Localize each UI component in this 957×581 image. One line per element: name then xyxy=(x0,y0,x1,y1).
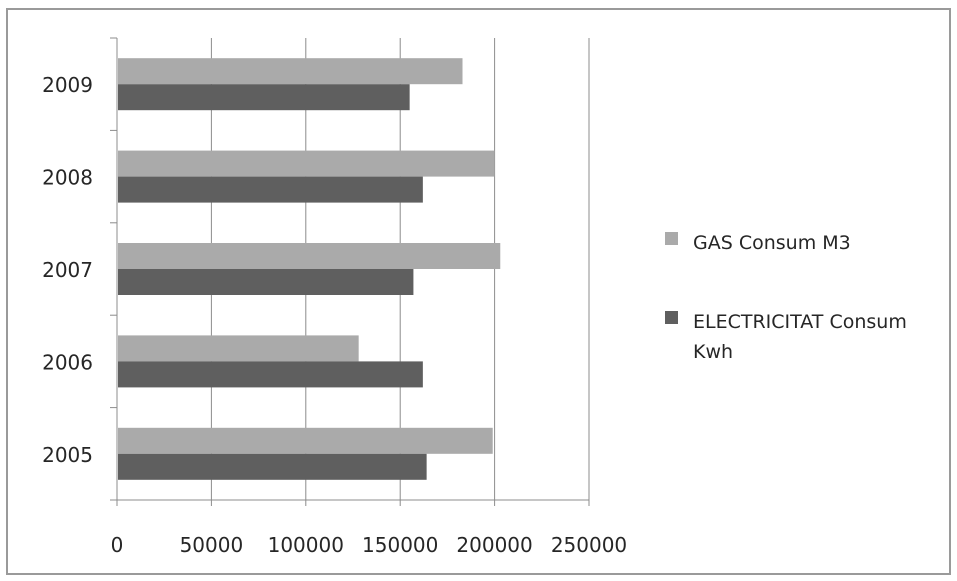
bar xyxy=(118,269,414,295)
x-tick-label: 100000 xyxy=(268,533,344,557)
x-tick-label: 150000 xyxy=(362,533,438,557)
x-tick-label: 50000 xyxy=(180,533,244,557)
bar xyxy=(118,361,423,388)
axes xyxy=(110,37,590,506)
bar xyxy=(118,84,410,111)
bar xyxy=(118,58,463,85)
legend-label: GAS Consum M3 xyxy=(693,232,851,254)
y-category-label: 2008 xyxy=(42,166,93,190)
x-tick-label: 0 xyxy=(111,533,124,557)
x-tick-label: 250000 xyxy=(551,533,627,557)
y-category-label: 2005 xyxy=(42,443,93,467)
legend-label: ELECTRICITAT Consum xyxy=(693,311,907,333)
legend: GAS Consum M3 ELECTRICITAT Consum Kwh xyxy=(665,232,907,363)
bar xyxy=(118,243,501,269)
legend-label: Kwh xyxy=(693,341,733,363)
legend-swatch xyxy=(665,232,678,245)
bar xyxy=(118,453,427,480)
y-category-labels: 2005 2006 2007 2008 2009 xyxy=(42,73,93,467)
bar xyxy=(118,427,493,454)
bar xyxy=(118,150,495,177)
bar xyxy=(118,176,423,203)
bar xyxy=(118,335,359,362)
y-category-label: 2007 xyxy=(42,258,93,282)
y-category-label: 2009 xyxy=(42,73,93,97)
y-category-label: 2006 xyxy=(42,350,93,374)
x-tick-labels: 0 50000 100000 150000 200000 250000 xyxy=(111,533,628,557)
x-tick-label: 200000 xyxy=(456,533,532,557)
legend-swatch xyxy=(665,311,678,324)
bars xyxy=(118,58,501,480)
